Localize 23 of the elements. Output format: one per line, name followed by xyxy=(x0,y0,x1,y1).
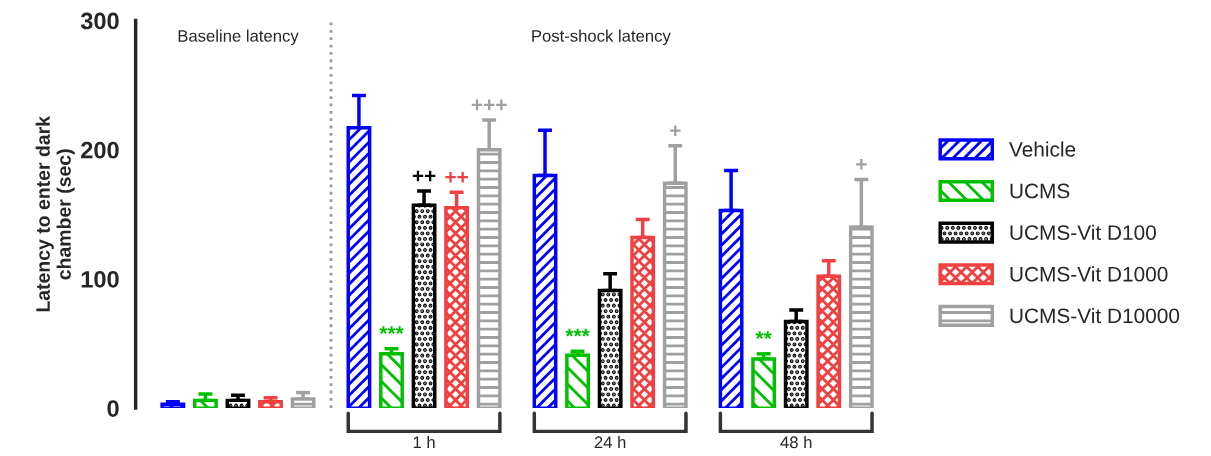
y-tick-label: 100 xyxy=(81,270,119,288)
annotation: Baseline latency xyxy=(178,29,299,46)
data-label: + xyxy=(670,125,681,137)
data-label: *** xyxy=(379,326,404,334)
annotation: Post-shock latency xyxy=(532,29,671,46)
data-label: ++ xyxy=(412,170,436,182)
legend-label: UCMS xyxy=(1010,183,1070,199)
y-tick-label: 0 xyxy=(107,400,119,417)
data-label: +++ xyxy=(471,99,507,111)
x-tick-label: 24 h xyxy=(594,435,626,448)
legend-label: UCMS-Vit D1000 xyxy=(1010,266,1168,282)
x-tick-label: 48 h xyxy=(780,435,812,449)
data-label: ** xyxy=(755,331,772,340)
y-tick-label: 300 xyxy=(80,12,119,30)
legend-label: UCMS-Vit D10000 xyxy=(1010,307,1180,324)
x-tick-label: 1 h xyxy=(413,435,435,448)
data-label: ++ xyxy=(445,171,468,183)
y-axis-title: Latency to enter dark chamber (sec) xyxy=(35,115,75,312)
legend-label: UCMS-Vit D100 xyxy=(1010,224,1156,240)
data-label: + xyxy=(856,159,867,170)
legend-label: Vehicle xyxy=(1009,141,1076,157)
y-tick-label: 200 xyxy=(81,141,119,159)
data-label: *** xyxy=(565,328,590,337)
